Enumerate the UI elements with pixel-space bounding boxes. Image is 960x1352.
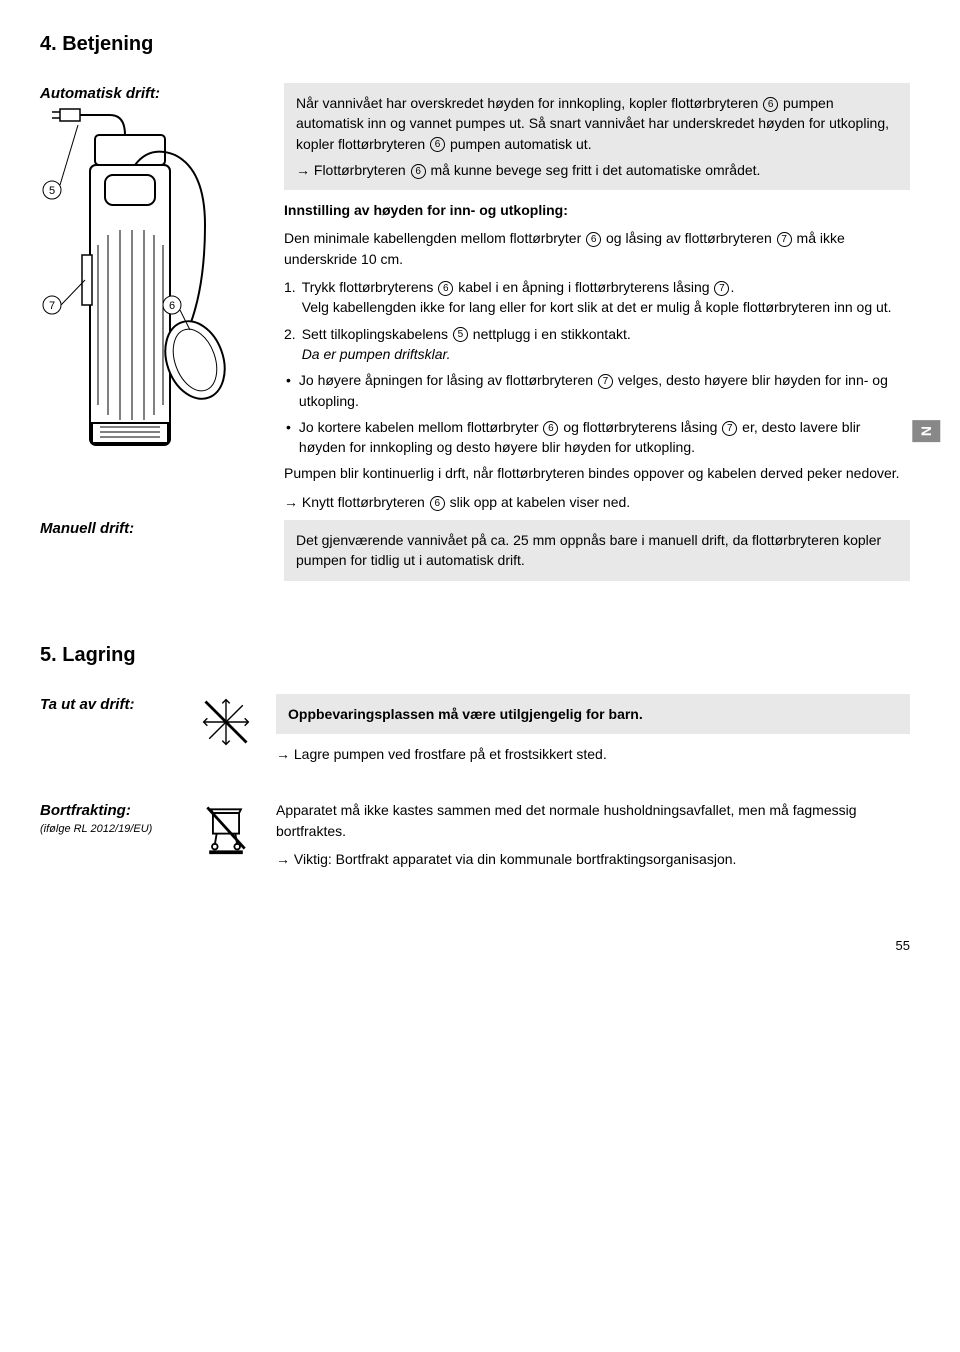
- box1-p2: Flottørbryteren 6 må kunne bevege seg fr…: [296, 160, 898, 180]
- diagram-label-6: 6: [169, 300, 175, 312]
- section4-row1: Automatisk drift: 5: [40, 83, 910, 591]
- height-setting-title: Innstilling av høyden for inn- og utkopl…: [284, 200, 910, 220]
- disposal-label: Bortfrakting:: [40, 800, 180, 822]
- disposal-p2: Viktig: Bortfrakt apparatet via din komm…: [276, 849, 910, 869]
- page-number: 55: [40, 937, 910, 956]
- diagram-label-5: 5: [49, 185, 55, 197]
- step-1: 1. Trykk flottørbryterens 6 kabel i en å…: [284, 277, 910, 318]
- storage-box-text: Oppbevaringsplassen må være utilgjengeli…: [288, 704, 898, 724]
- storage-row-2: Bortfrakting: (ifølge RL 2012/19/EU) App…: [40, 800, 910, 877]
- storage-box: Oppbevaringsplassen må være utilgjengeli…: [276, 694, 910, 734]
- section4-heading: 4. Betjening: [40, 30, 910, 59]
- height-setting-body: Den minimale kabellengden mellom flottør…: [284, 228, 910, 269]
- disposal-sublabel: (ifølge RL 2012/19/EU): [40, 822, 180, 838]
- step-2: 2. Sett tilkoplingskabelens 5 nettplugg …: [284, 324, 910, 365]
- box2-text: Det gjenværende vannivået på ca. 25 mm o…: [296, 530, 898, 571]
- info-box-2: Det gjenværende vannivået på ca. 25 mm o…: [284, 520, 910, 581]
- automatic-label: Automatisk drift:: [40, 83, 260, 105]
- bullet-1: Jo høyere åpningen for låsing av flottør…: [284, 370, 910, 411]
- section5-heading: 5. Lagring: [40, 641, 910, 670]
- info-box-1: Når vannivået har overskredet høyden for…: [284, 83, 910, 190]
- box1-p1: Når vannivået har overskredet høyden for…: [296, 93, 898, 154]
- manual-label: Manuell drift:: [40, 518, 260, 540]
- manual-p1: Pumpen blir kontinuerlig i drft, når flo…: [284, 463, 910, 483]
- storage-arrow: Lagre pumpen ved frostfare på et frostsi…: [276, 744, 910, 764]
- weee-icon: [198, 800, 254, 856]
- pump-diagram: 5: [40, 105, 240, 505]
- storage-row-1: Ta ut av drift: Oppbevaringsplassen må v…: [40, 694, 910, 773]
- diagram-label-7: 7: [49, 300, 55, 312]
- bullet-2: Jo kortere kabelen mellom flottørbryter …: [284, 417, 910, 458]
- frost-icon: [198, 694, 254, 750]
- side-tab: N: [912, 420, 940, 442]
- takeout-label: Ta ut av drift:: [40, 694, 180, 716]
- manual-p2: Knytt flottørbryteren 6 slik opp at kabe…: [284, 492, 910, 512]
- disposal-p1: Apparatet må ikke kastes sammen med det …: [276, 800, 910, 841]
